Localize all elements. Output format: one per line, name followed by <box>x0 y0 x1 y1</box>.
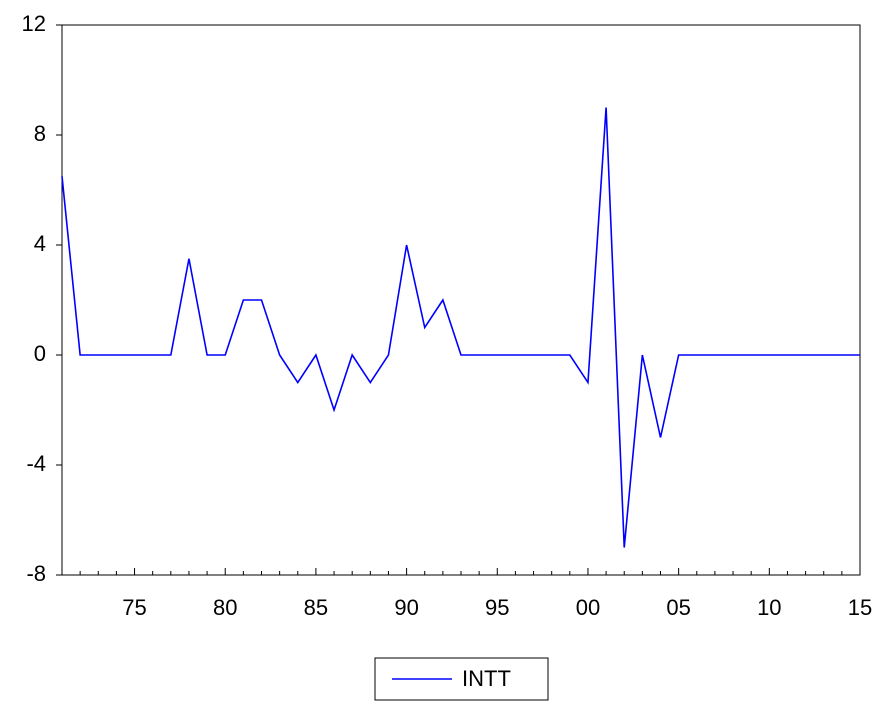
y-tick-label: 4 <box>34 231 46 256</box>
x-tick-label: 80 <box>213 595 237 620</box>
y-tick-label: -4 <box>26 451 46 476</box>
legend-label: INTT <box>462 666 511 691</box>
x-tick-label: 15 <box>848 595 872 620</box>
x-tick-label: 05 <box>666 595 690 620</box>
x-tick-label: 90 <box>394 595 418 620</box>
x-tick-label: 85 <box>304 595 328 620</box>
y-tick-label: 12 <box>22 11 46 36</box>
x-tick-label: 00 <box>576 595 600 620</box>
x-tick-label: 95 <box>485 595 509 620</box>
x-tick-label: 10 <box>757 595 781 620</box>
series-line <box>61 107 860 548</box>
y-tick-label: 8 <box>34 121 46 146</box>
y-tick-label: 0 <box>34 341 46 366</box>
y-tick-label: -8 <box>26 561 46 586</box>
x-tick-label: 75 <box>122 595 146 620</box>
